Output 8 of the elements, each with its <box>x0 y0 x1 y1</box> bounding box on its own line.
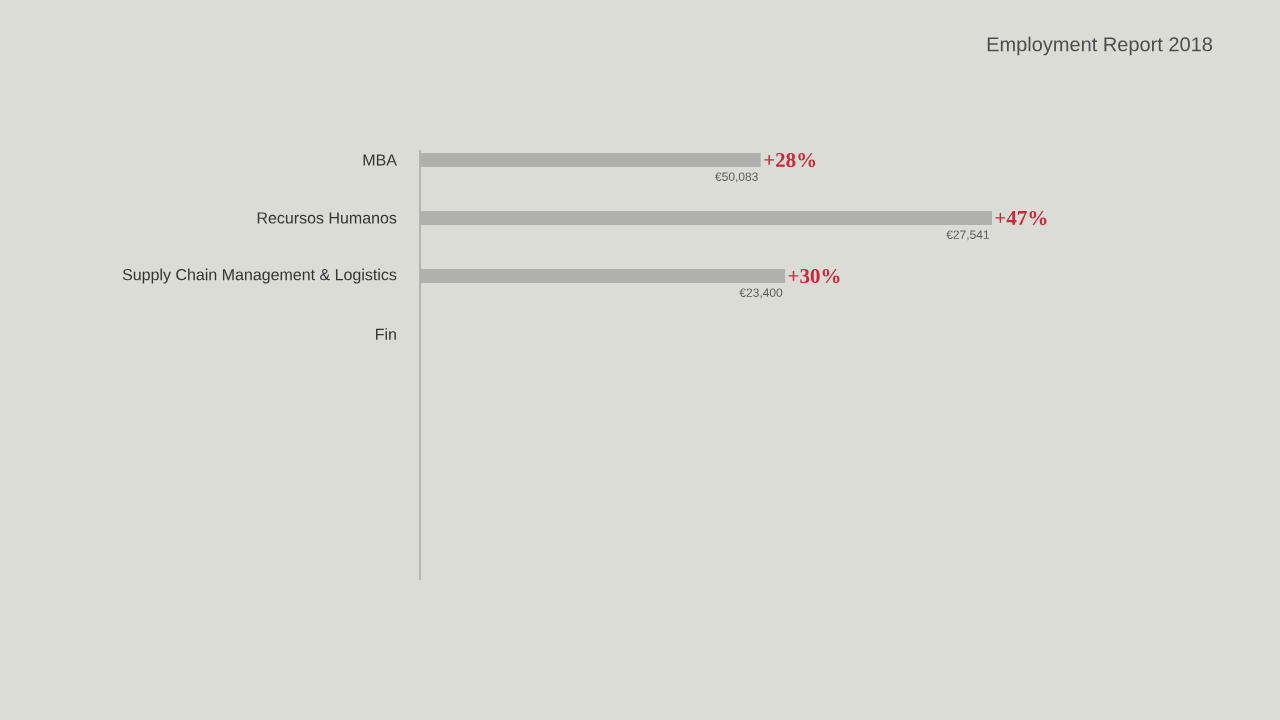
y-tick-label: Fin <box>376 328 396 340</box>
data-label: +47% <box>995 210 1047 226</box>
text: Employment Report 2018 <box>987 36 1213 56</box>
data-label: +30% <box>788 268 840 284</box>
y-tick-label: MBA <box>363 154 397 166</box>
y-tick-label: Recursos Humanos <box>257 212 397 224</box>
y-tick-label: Supply Chain Management & Logistics <box>122 268 397 284</box>
data-label: +28% <box>764 152 816 168</box>
